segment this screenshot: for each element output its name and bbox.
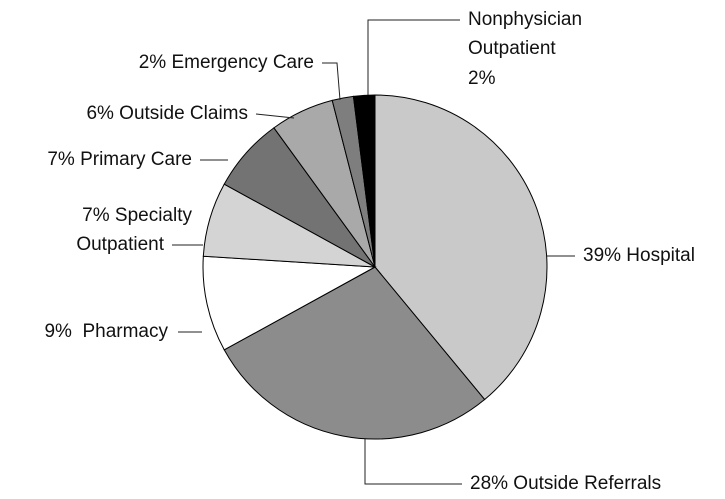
slice-label: 6% Outside Claims [86, 103, 248, 124]
pie-slice [202, 255, 377, 351]
slice-label: Outpatient [468, 38, 556, 59]
slice-label: 28% Outside Referrals [470, 473, 661, 494]
slice-label: 7% Specialty [82, 205, 192, 226]
pie-slice [374, 94, 548, 401]
slice-label: 7% Primary Care [47, 149, 192, 170]
slice-label: 2% [468, 68, 496, 89]
leader-line [364, 438, 462, 485]
leader-line [322, 62, 341, 101]
leader-line [367, 19, 460, 95]
slice-label: 9% Pharmacy [44, 321, 168, 342]
slice-label: 2% Emergency Care [139, 52, 314, 73]
slice-label: Nonphysician [468, 9, 582, 30]
leader-line [255, 113, 295, 119]
slice-label: Outpatient [76, 234, 164, 255]
pie-slice [352, 94, 376, 268]
slice-label: 39% Hospital [583, 245, 695, 266]
pie-slice [223, 266, 486, 440]
